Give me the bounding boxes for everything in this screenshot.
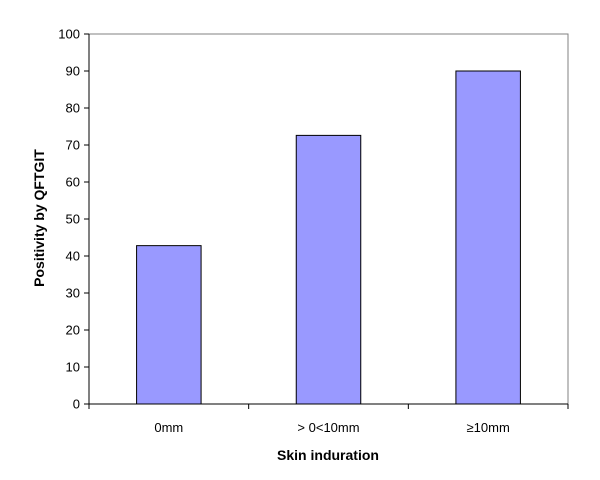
y-tick-label: 10: [66, 360, 80, 375]
bar-series: [136, 70, 521, 405]
y-tick-label: 60: [66, 175, 80, 190]
bar: [295, 134, 362, 405]
y-tick-label: 0: [73, 397, 80, 412]
y-tick-label: 50: [66, 212, 80, 227]
x-axis: 0mm > 0<10mm ≥10mm: [88, 403, 569, 435]
x-tick-label: ≥10mm: [467, 420, 510, 435]
bar: [455, 70, 521, 405]
y-tick-label: 40: [66, 249, 80, 264]
bar: [136, 245, 202, 405]
x-tick-label: 0mm: [154, 420, 183, 435]
y-axis-title: Positivity by QFTGIT: [31, 149, 47, 287]
x-tick-label: > 0<10mm: [297, 420, 359, 435]
y-tick-label: 90: [66, 64, 80, 79]
y-tick-label: 70: [66, 138, 80, 153]
y-axis: 0 10 20 30 40 50 60 70 80 90 100: [58, 27, 90, 412]
y-tick-label: 80: [66, 101, 80, 116]
x-axis-title: Skin induration: [277, 447, 379, 463]
y-tick-label: 20: [66, 323, 80, 338]
y-tick-label: 30: [66, 286, 80, 301]
y-tick-label: 100: [58, 27, 80, 42]
